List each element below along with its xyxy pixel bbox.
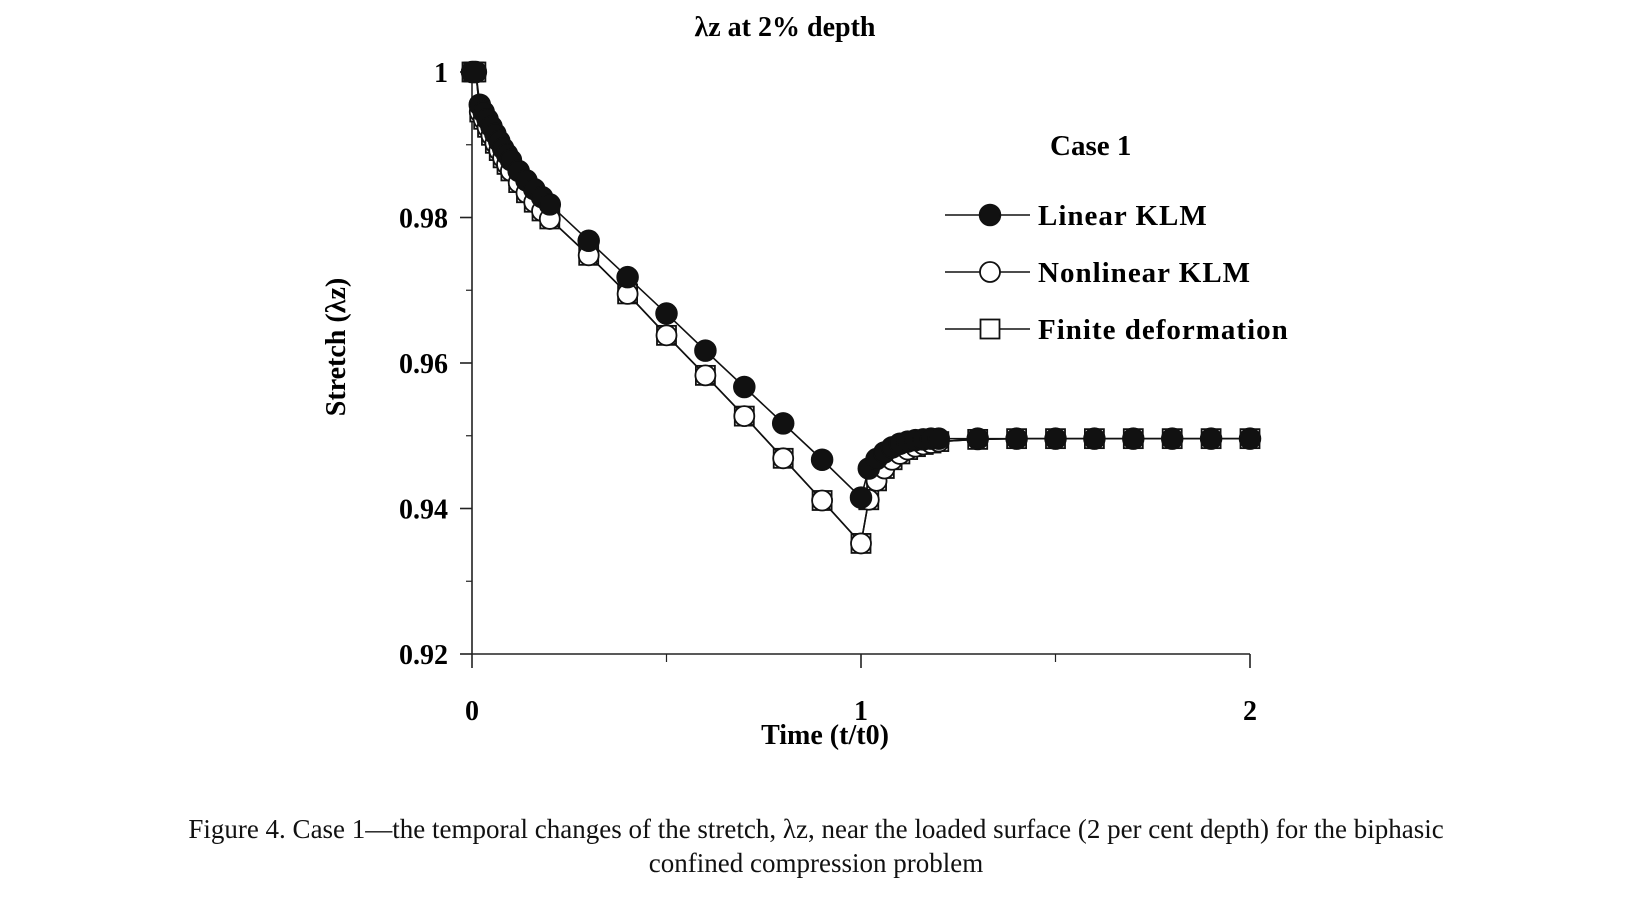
data-point (1238, 427, 1262, 450)
data-point (966, 427, 989, 450)
data-point (850, 532, 872, 555)
chart-title: λz at 2% depth (695, 12, 876, 43)
data-point (1005, 427, 1028, 450)
figure-caption: Figure 4. Case 1—the temporal changes of… (0, 812, 1632, 880)
labels: λz at 2% depth Time (t/t0) Stretch (λz) (321, 12, 889, 751)
x-tick-label: 1 (854, 696, 868, 727)
y-tick-label: 0.92 (399, 640, 448, 671)
data-point (694, 339, 717, 362)
data-point (811, 489, 833, 512)
series-finite-deformation (461, 61, 1261, 554)
data-point (771, 412, 795, 435)
data-point (1044, 427, 1067, 450)
y-tick-label: 0.94 (399, 495, 448, 526)
series-layer (460, 60, 1262, 555)
series-linear-klm (460, 60, 1262, 509)
data-point (772, 447, 795, 470)
legend-title: Case 1 (1050, 130, 1131, 162)
x-tick-label: 2 (1243, 696, 1257, 727)
data-point (577, 229, 600, 253)
y-tick-label: 0.96 (399, 349, 448, 380)
data-point (1199, 427, 1223, 450)
data-point (927, 427, 951, 450)
data-point (733, 375, 756, 399)
data-point (733, 405, 756, 428)
data-point (616, 265, 639, 289)
data-point (1122, 427, 1145, 450)
y-axis-label: Stretch (λz) (321, 278, 352, 416)
series-nonlinear-klm (461, 61, 1261, 555)
x-axis-label: Time (t/t0) (761, 720, 889, 751)
data-point (849, 486, 873, 509)
data-point (1083, 427, 1106, 450)
data-point (464, 60, 488, 84)
data-point (1160, 427, 1184, 450)
caption-line-2: confined compression problem (648, 848, 984, 878)
x-tick-label: 0 (465, 696, 479, 727)
legend-marker (978, 203, 1002, 227)
legend-item: Finite deformation (945, 314, 1289, 346)
legend-marker (979, 261, 1001, 283)
legend-label: Finite deformation (1038, 314, 1289, 346)
legend-marker (979, 318, 1001, 340)
data-point (655, 302, 678, 325)
y-tick-label: 0.98 (399, 204, 448, 235)
legend-label: Nonlinear KLM (1038, 257, 1251, 289)
axes: 0.92 0.94 0.96 0.98 1 0 1 2 (399, 58, 1257, 727)
data-point (655, 324, 678, 347)
caption-line-1: Figure 4. Case 1—the temporal changes of… (188, 814, 1444, 844)
chart: 0.92 0.94 0.96 0.98 1 0 1 2 λz at 2% depth Time… (321, 12, 1289, 751)
y-tick-label: 1 (434, 58, 448, 89)
data-point (810, 448, 834, 472)
data-point (538, 193, 562, 216)
legend-item: Nonlinear KLM (945, 257, 1251, 289)
legend-item: Linear KLM (945, 200, 1208, 232)
legend: Case 1 Linear KLM Nonlinear KLM Finite def… (945, 130, 1289, 346)
legend-label: Linear KLM (1038, 200, 1208, 232)
data-point (694, 364, 717, 387)
